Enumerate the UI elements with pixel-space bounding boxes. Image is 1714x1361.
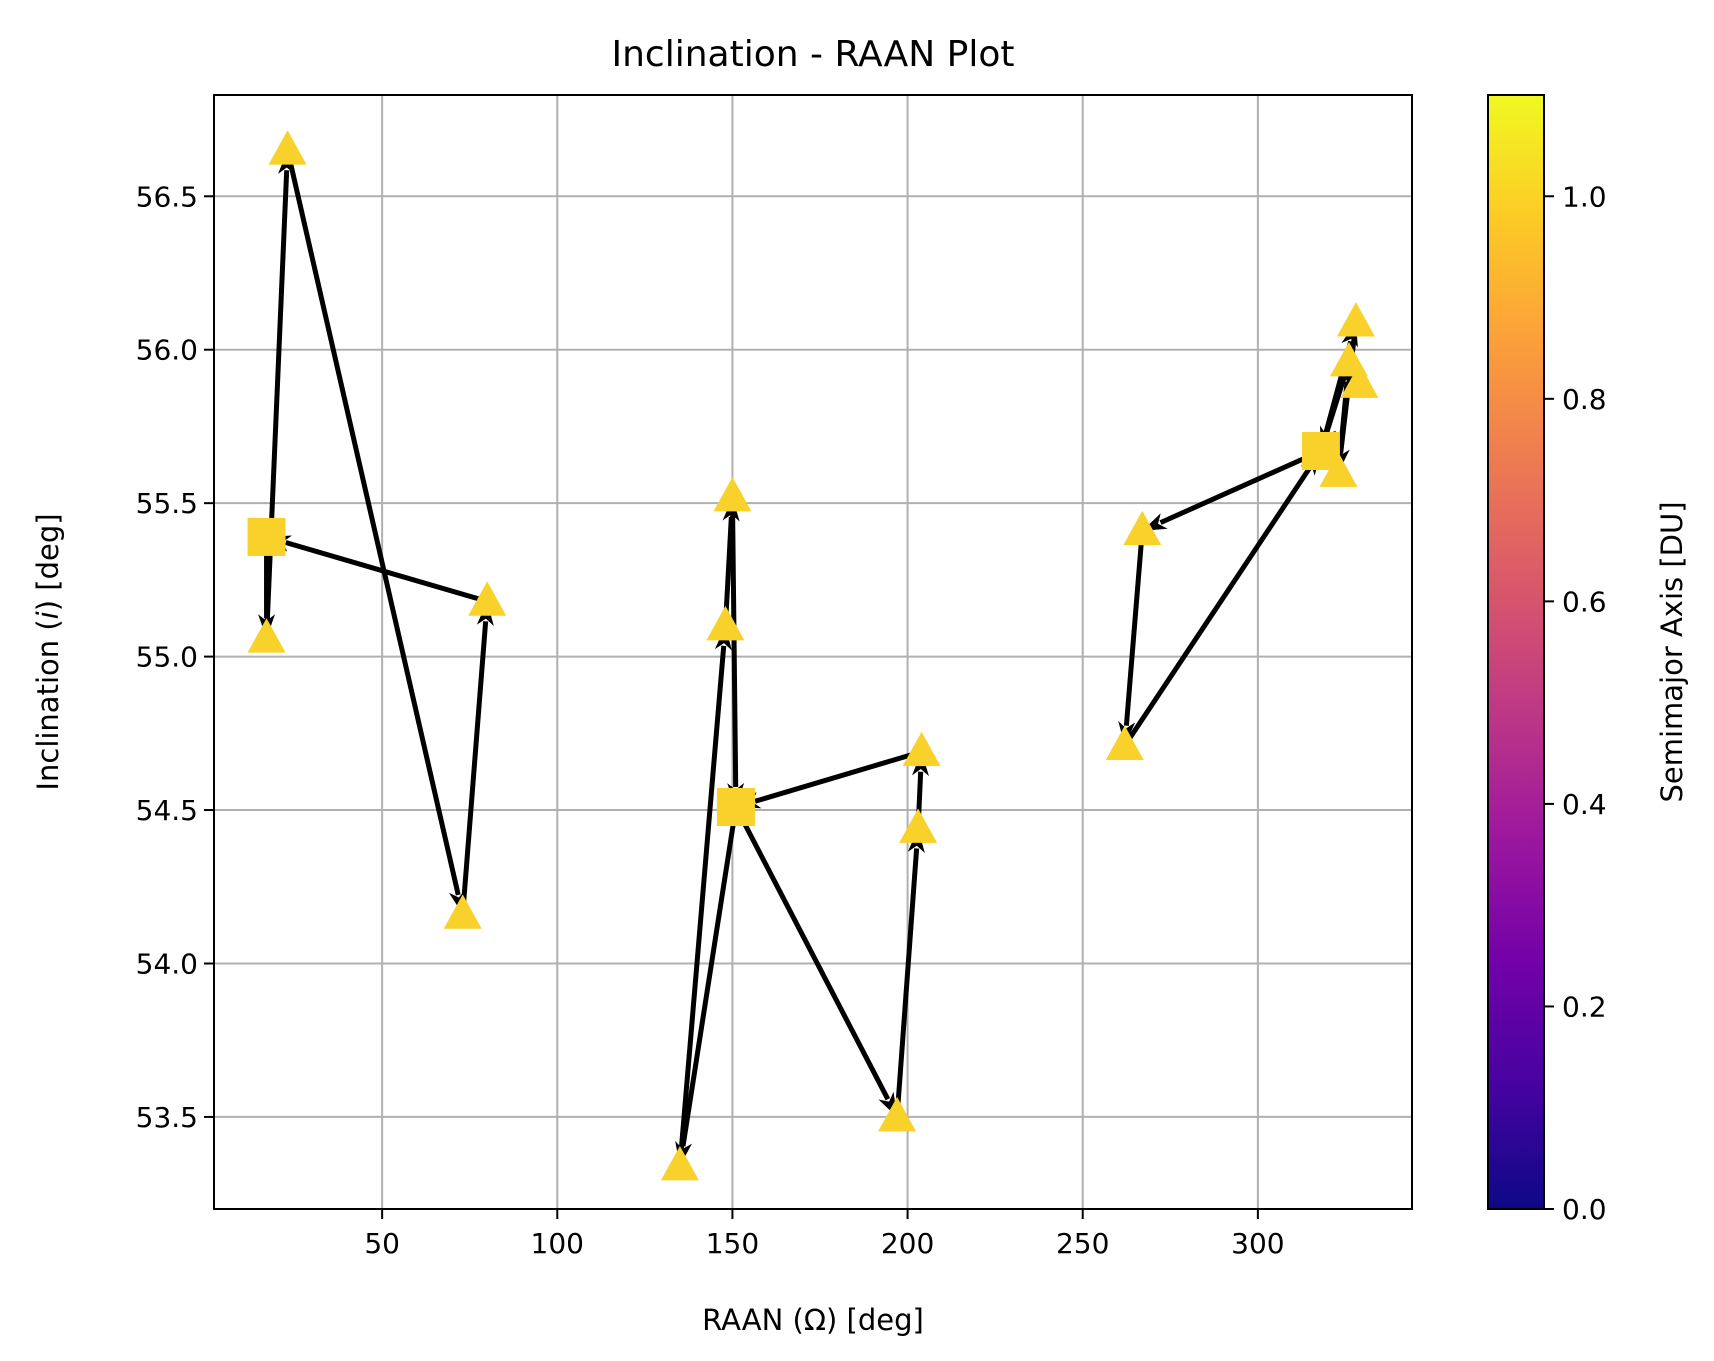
x-tick-label: 300	[1231, 1227, 1284, 1260]
triangle-marker	[706, 605, 745, 641]
triangle-marker	[1319, 452, 1358, 487]
triangle-marker	[902, 731, 941, 767]
arrow-shaft	[733, 805, 891, 1101]
triangle-marker	[713, 477, 752, 512]
triangle-marker	[1340, 363, 1379, 398]
arrow	[264, 150, 296, 639]
y-tick-label: 53.5	[136, 1101, 198, 1134]
arrow-shaft	[1123, 530, 1145, 726]
square-marker	[247, 517, 286, 556]
y-tick-label: 55.5	[136, 487, 198, 520]
triangle-marker	[899, 808, 938, 843]
arrow	[460, 601, 494, 915]
colorbar-tick-label: 0.2	[1562, 990, 1607, 1023]
arrow-shaft	[460, 621, 489, 915]
x-tick-label: 50	[364, 1227, 400, 1260]
arrow-shaft	[894, 848, 920, 1118]
triangle-marker	[247, 618, 286, 653]
colorbar-tick-label: 0.4	[1562, 788, 1607, 821]
arrow-shaft	[1159, 448, 1322, 525]
y-axis-ticks: 53.5 54.0 54.5 55.0 55.5 56.0 56.5	[136, 180, 214, 1134]
arrow-series	[258, 149, 1359, 1167]
arrow-shaft	[285, 540, 488, 604]
arrow-shaft	[754, 749, 923, 804]
y-tick-label: 54.5	[136, 794, 198, 827]
y-axis-label-part-2: ) [deg]	[31, 513, 65, 611]
x-tick-label: 150	[706, 1227, 759, 1260]
triangle-marker	[878, 1096, 917, 1132]
x-tick-label: 250	[1056, 1227, 1109, 1260]
grid-lines	[214, 95, 1412, 1209]
arrow	[894, 828, 925, 1118]
plot-frame	[213, 94, 1413, 1210]
triangle-marker	[660, 1146, 699, 1181]
colorbar	[1487, 94, 1545, 1210]
triangle-marker	[1336, 302, 1375, 337]
triangle-marker	[268, 130, 307, 165]
arrow-shaft	[1122, 466, 1312, 747]
chart-title: Inclination - RAAN Plot	[612, 34, 1015, 75]
colorbar-ticks: 0.0 0.2 0.4 0.6 0.8 1.0	[1544, 180, 1607, 1226]
y-axis-label: Inclination (i) [deg]	[31, 513, 65, 790]
arrow	[1118, 530, 1145, 746]
colorbar-tick-label: 1.0	[1562, 180, 1607, 213]
arrow	[735, 749, 923, 809]
y-tick-label: 56.0	[136, 334, 198, 367]
colorbar-tick-label: 0.0	[1562, 1193, 1607, 1226]
y-tick-label: 56.5	[136, 180, 198, 213]
arrow-shaft	[729, 496, 739, 788]
colorbar-tick-label: 0.6	[1562, 585, 1607, 618]
y-tick-label: 55.0	[136, 641, 198, 674]
arrow-shaft	[680, 806, 739, 1147]
x-tick-label: 200	[881, 1227, 934, 1260]
y-tick-label: 54.0	[136, 947, 198, 980]
y-axis-label-italic: i	[31, 611, 65, 619]
arrow-shaft	[264, 170, 290, 639]
arrow	[285, 149, 466, 915]
arrow-shaft	[285, 149, 461, 896]
colorbar-tick-label: 0.8	[1562, 383, 1607, 416]
triangle-marker	[1123, 510, 1162, 546]
triangle-marker	[468, 581, 507, 616]
marker-series	[247, 130, 1379, 1181]
triangle-marker	[443, 894, 482, 929]
x-axis-label: RAAN (Ω) [deg]	[702, 1303, 924, 1337]
arrow	[733, 805, 898, 1117]
y-axis-label-part-1: Inclination (	[31, 619, 65, 790]
triangle-marker	[1105, 725, 1144, 761]
square-marker	[716, 787, 755, 826]
colorbar-label: Semimajor Axis [DU]	[1655, 501, 1689, 802]
x-tick-label: 100	[531, 1227, 584, 1260]
x-axis-ticks: 50 100 150 200 250 300	[364, 1209, 1285, 1260]
arrow-shaft	[677, 645, 727, 1167]
